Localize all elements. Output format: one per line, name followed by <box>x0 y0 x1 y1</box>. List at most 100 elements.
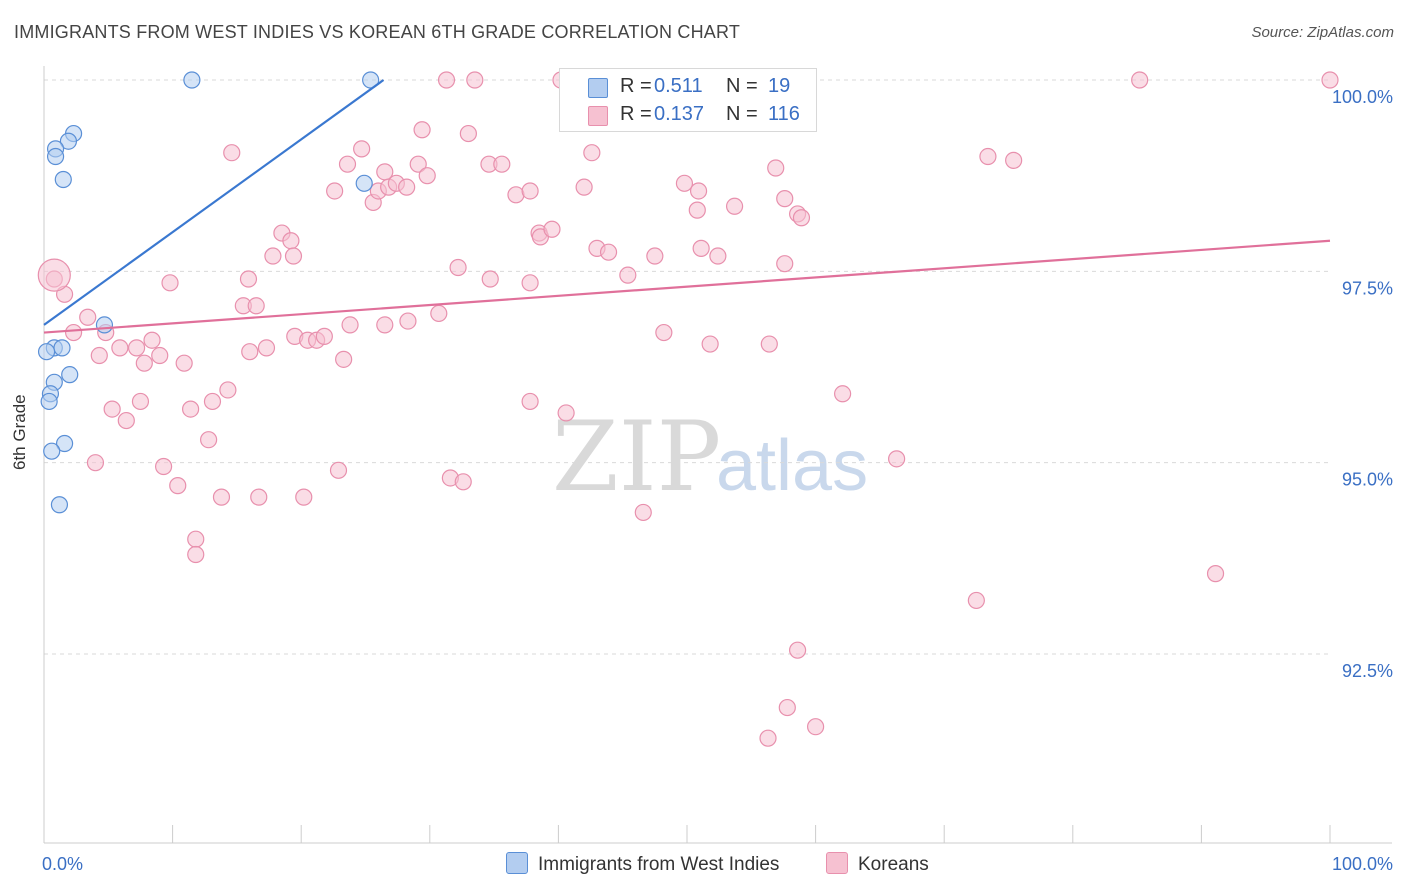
watermark-zip: ZIP <box>552 401 721 513</box>
west-indies-point <box>61 366 79 384</box>
west-indies-point <box>43 442 61 460</box>
legend-r-label: R = <box>620 103 652 125</box>
korean-point <box>575 178 593 196</box>
korean-point <box>187 530 205 548</box>
korean-point <box>223 144 241 162</box>
korean-point <box>169 477 187 495</box>
korean-point <box>182 400 200 418</box>
korean-point <box>103 400 121 418</box>
korean-point <box>338 155 357 173</box>
korean-point <box>127 339 146 357</box>
korean-point <box>557 404 575 422</box>
korean-point <box>543 220 561 238</box>
korean-point <box>688 201 706 219</box>
korean-point <box>219 381 237 399</box>
korean-point <box>284 247 303 265</box>
korean-point <box>788 641 807 659</box>
korean-point <box>399 312 417 330</box>
korean-point <box>398 178 416 196</box>
korean-point <box>79 308 97 326</box>
korean-point <box>117 411 135 430</box>
korean-point <box>437 71 456 89</box>
korean-point <box>282 232 300 250</box>
legend-n-label: N = <box>726 103 758 125</box>
korean-point <box>64 323 83 342</box>
west-indies-trend-line <box>43 79 385 326</box>
west-indies-point <box>59 132 78 150</box>
x-tick-label: 100.0% <box>1332 854 1393 874</box>
x-tick-label: 0.0% <box>42 854 83 874</box>
west-indies-point <box>183 71 201 89</box>
korean-point <box>295 488 313 506</box>
korean-point <box>90 346 108 365</box>
korean-point <box>806 718 825 736</box>
korean-point <box>413 121 431 139</box>
korean-point <box>329 461 348 479</box>
bottom-legend-label-west-indies: Immigrants from West Indies <box>538 854 780 875</box>
korean-point <box>583 144 601 162</box>
korean-point <box>507 186 525 204</box>
legend-r-value: 0.137 <box>654 103 705 125</box>
korean-point <box>778 698 796 717</box>
korean-point <box>619 266 637 284</box>
y-tick-label: 100.0% <box>1332 87 1393 107</box>
korean-point <box>239 270 258 288</box>
west-indies-point <box>55 434 74 453</box>
korean-point <box>257 339 276 357</box>
korean-point <box>353 140 371 158</box>
korean-point <box>212 488 231 506</box>
korean-point <box>521 182 539 200</box>
korean-point <box>1206 565 1225 583</box>
korean-point <box>315 327 333 345</box>
korean-point-large <box>37 258 71 292</box>
korean-point <box>1131 71 1149 89</box>
korean-point <box>86 454 105 472</box>
korean-point <box>241 343 259 361</box>
korean-point <box>454 473 472 491</box>
korean-point <box>834 385 852 403</box>
korean-point <box>449 258 467 277</box>
korean-point <box>1321 71 1339 89</box>
korean-point <box>187 545 205 564</box>
bottom-legend-swatch-pink <box>826 852 848 874</box>
korean-point <box>709 247 727 265</box>
bottom-legend-koreans: Koreans <box>826 852 929 876</box>
west-indies-point <box>50 496 69 514</box>
korean-point <box>634 503 652 522</box>
bottom-legend-label-koreans: Koreans <box>858 854 929 875</box>
korean-point <box>335 350 353 368</box>
korean-point <box>521 274 539 292</box>
west-indies-point <box>46 147 65 166</box>
y-tick-label: 97.5% <box>1342 278 1393 298</box>
korean-point <box>250 488 268 506</box>
tick-labels: 92.5% 95.0% 97.5% 100.0% 0.0% 100.0% <box>42 87 1393 874</box>
watermark-atlas: atlas <box>716 426 868 506</box>
bottom-legend-swatch-blue <box>506 852 528 874</box>
korean-point <box>459 124 477 143</box>
korean-point <box>151 346 169 365</box>
korean-point <box>767 159 785 177</box>
grid-lines <box>44 79 1330 655</box>
korean-point <box>143 331 161 349</box>
korean-point <box>1005 151 1023 169</box>
korean-point <box>203 392 222 411</box>
y-tick-label: 92.5% <box>1342 661 1393 681</box>
korean-point <box>967 591 985 610</box>
legend-swatch-pink <box>588 106 608 126</box>
west-indies-point <box>54 170 72 189</box>
bottom-legend-west-indies: Immigrants from West Indies <box>506 852 779 876</box>
korean-point <box>760 335 778 353</box>
west-indies-points <box>37 71 380 514</box>
korean-point <box>481 270 499 288</box>
korean-point <box>776 190 794 208</box>
korean-point <box>776 255 794 273</box>
korean-point <box>154 457 173 476</box>
korean-point <box>131 392 150 411</box>
west-indies-point <box>53 339 71 357</box>
west-indies-point <box>40 392 58 411</box>
legend-n-value: 116 <box>768 103 800 125</box>
legend-n-label: N = <box>726 75 758 97</box>
korean-point <box>655 323 673 342</box>
legend-r-label: R = <box>620 75 652 97</box>
